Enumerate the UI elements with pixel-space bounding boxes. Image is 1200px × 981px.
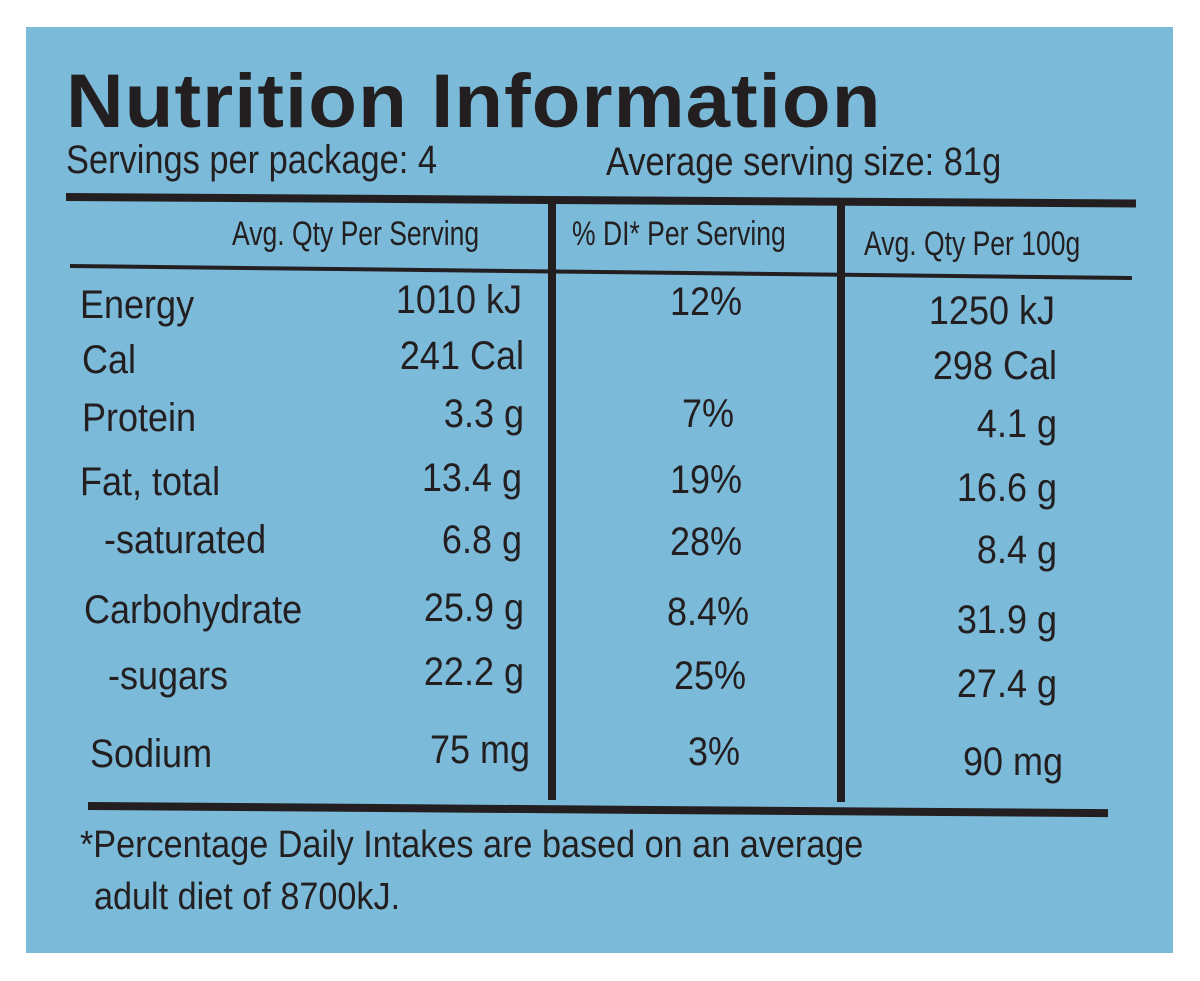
- row-saturated-di: 28%: [669, 520, 743, 564]
- row-label-carbohydrate: Carbohydrate: [84, 588, 303, 632]
- row-fat-total-per-serving: 13.4 g: [421, 456, 522, 500]
- row-carbohydrate-per-100g: 31.9 g: [956, 598, 1057, 642]
- nutrition-panel: [26, 27, 1173, 953]
- row-sodium-per-100g: 90 mg: [962, 740, 1063, 784]
- row-label-energy: Energy: [80, 283, 195, 327]
- average-serving-size: Average serving size: 81g: [606, 140, 1002, 184]
- row-label-sodium: Sodium: [90, 732, 213, 776]
- row-protein-per-100g: 4.1 g: [976, 402, 1057, 446]
- row-energy-per-serving: 1010 kJ: [395, 278, 522, 322]
- row-protein-di: 7%: [681, 392, 735, 436]
- row-energy-di: 12%: [669, 280, 743, 324]
- row-label-saturated: -saturated: [104, 518, 267, 562]
- row-saturated-per-100g: 8.4 g: [976, 528, 1057, 572]
- row-cal-per-100g: 298 Cal: [932, 344, 1057, 388]
- servings-per-package: Servings per package: 4: [66, 138, 437, 182]
- row-label-sugars: -sugars: [108, 654, 229, 698]
- column-divider-1: [548, 196, 556, 800]
- row-label-protein: Protein: [82, 396, 197, 440]
- row-sugars-di: 25%: [673, 654, 747, 698]
- panel-title: Nutrition Information: [66, 59, 882, 144]
- row-carbohydrate-per-serving: 25.9 g: [423, 586, 524, 630]
- row-sugars-per-100g: 27.4 g: [956, 662, 1057, 706]
- row-fat-total-di: 19%: [669, 458, 743, 502]
- row-saturated-per-serving: 6.8 g: [441, 518, 522, 562]
- column-header-di-per-serving: % DI* Per Serving: [572, 215, 786, 253]
- column-divider-2: [837, 198, 845, 802]
- row-sugars-per-serving: 22.2 g: [423, 650, 524, 694]
- row-carbohydrate-di: 8.4%: [666, 590, 750, 634]
- row-label-fat-total: Fat, total: [80, 460, 221, 504]
- row-sodium-di: 3%: [687, 730, 741, 774]
- row-sodium-per-serving: 75 mg: [429, 728, 530, 772]
- row-fat-total-per-100g: 16.6 g: [956, 466, 1057, 510]
- footnote-line-1: *Percentage Daily Intakes are based on a…: [80, 824, 864, 866]
- footnote-line-2: adult diet of 8700kJ.: [94, 876, 401, 918]
- column-header-per-serving: Avg. Qty Per Serving: [232, 215, 480, 253]
- row-energy-per-100g: 1250 kJ: [928, 289, 1055, 333]
- row-protein-per-serving: 3.3 g: [443, 392, 524, 436]
- row-label-cal: Cal: [82, 338, 137, 382]
- row-cal-per-serving: 241 Cal: [399, 334, 524, 378]
- column-header-per-100g: Avg. Qty Per 100g: [864, 225, 1081, 263]
